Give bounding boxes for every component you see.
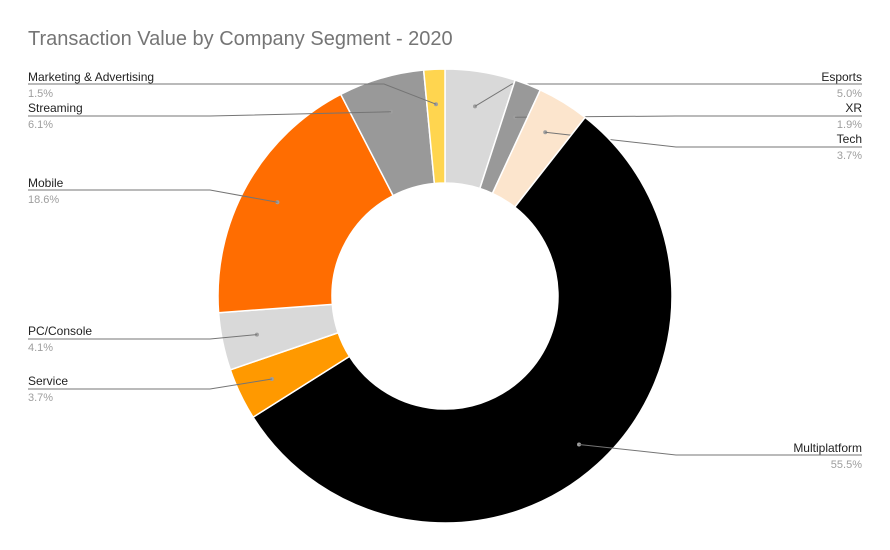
label-marketing-advertising: Marketing & Advertising (28, 70, 154, 84)
label-xr: XR (845, 101, 862, 115)
leader-line-mobile (28, 189, 278, 203)
label-pct-marketing-advertising: 1.5% (28, 88, 53, 100)
leader-line-streaming (28, 111, 391, 117)
label-esports: Esports (821, 70, 862, 84)
label-pct-streaming: 6.1% (28, 119, 53, 131)
label-service: Service (28, 374, 68, 388)
label-streaming: Streaming (28, 101, 83, 115)
label-pct-multiplatform: 55.5% (831, 459, 862, 471)
chart-title: Transaction Value by Company Segment - 2… (28, 28, 453, 50)
label-pct-mobile: 18.6% (28, 194, 59, 206)
label-pct-tech: 3.7% (837, 150, 862, 162)
label-pct-esports: 5.0% (837, 88, 862, 100)
leader-line-esports (474, 83, 862, 107)
slice-marketing-advertising[interactable] (422, 68, 446, 185)
label-tech: Tech (837, 132, 862, 146)
leader-line-multiplatform (578, 443, 862, 456)
leader-line-service (28, 378, 272, 390)
leader-line-pc-console (28, 334, 257, 340)
label-pc-console: PC/Console (28, 324, 92, 338)
slice-mobile[interactable] (217, 93, 395, 314)
slice-multiplatform[interactable] (252, 116, 673, 524)
label-mobile: Mobile (28, 176, 64, 190)
label-pct-xr: 1.9% (837, 119, 862, 131)
label-pct-service: 3.7% (28, 392, 53, 404)
label-pct-pc-console: 4.1% (28, 342, 53, 354)
label-multiplatform: Multiplatform (793, 441, 862, 455)
leader-line-marketing-advertising (28, 83, 437, 105)
